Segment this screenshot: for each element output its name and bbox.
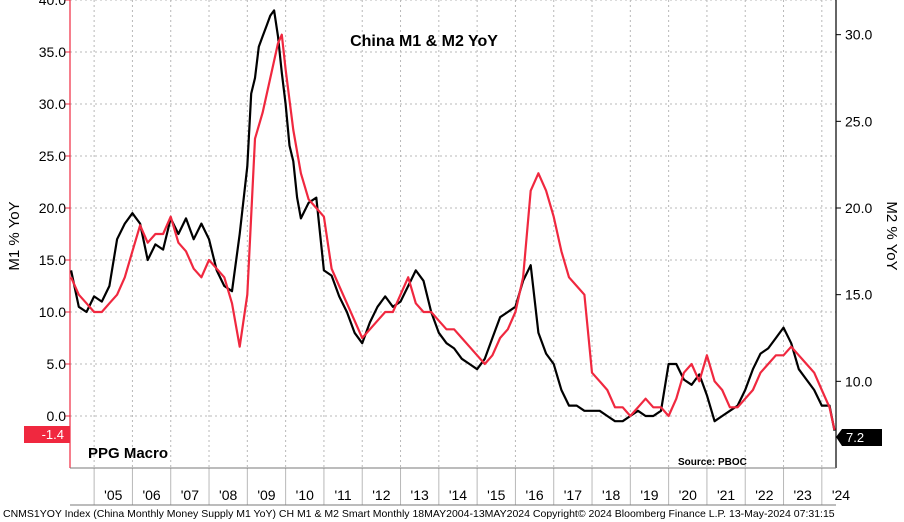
left-tick-label: 25.0 xyxy=(39,148,66,164)
m1-last-value-badge xyxy=(24,426,70,443)
brand-label: PPG Macro xyxy=(88,445,168,462)
left-tick-label: 5.0 xyxy=(47,356,67,372)
right-tick-label: 25.0 xyxy=(845,113,872,129)
x-tick-label: '23 xyxy=(794,487,812,503)
x-tick-label: '10 xyxy=(296,487,314,503)
left-tick-label: 35.0 xyxy=(39,44,66,60)
x-tick-label: '20 xyxy=(679,487,697,503)
left-tick-label: 10.0 xyxy=(39,304,66,320)
series-lines xyxy=(70,9,836,431)
x-tick-label: '09 xyxy=(257,487,275,503)
axes xyxy=(65,0,841,506)
x-tick-label: '18 xyxy=(602,487,620,503)
m2-last-value-badge xyxy=(836,429,882,446)
chart-title: China M1 & M2 YoY xyxy=(350,33,498,50)
x-tick-label: '16 xyxy=(525,487,543,503)
x-tick-label: '19 xyxy=(640,487,658,503)
right-tick-label: 10.0 xyxy=(845,373,872,389)
footer-text: CNMS1YOY Index (China Monthly Money Supp… xyxy=(3,508,835,520)
x-tick-label: '24 xyxy=(832,487,850,503)
gridlines xyxy=(70,0,836,468)
x-tick-label: '11 xyxy=(334,487,351,503)
left-tick-label: 15.0 xyxy=(39,252,66,268)
axis-labels: 40.0 35.0 30.0 25.0 20.0 15.0 10.0 5.0 0.0 30.0 25… xyxy=(24,0,882,503)
m2-last-value-text: 7.2 xyxy=(846,430,864,445)
x-tick-label: '14 xyxy=(449,487,467,503)
x-tick-label: '13 xyxy=(411,487,429,503)
x-tick-label: '22 xyxy=(755,487,773,503)
series-line-m1 xyxy=(70,9,836,431)
x-tick-label: '21 xyxy=(717,487,735,503)
right-tick-label: 30.0 xyxy=(845,27,872,43)
x-tick-label: '15 xyxy=(487,487,505,503)
m1-last-value-text: -1.4 xyxy=(42,427,64,442)
series-line-m2 xyxy=(70,33,836,431)
x-tick-label: '08 xyxy=(219,487,237,503)
left-tick-label: 40.0 xyxy=(39,0,66,8)
right-tick-label: 20.0 xyxy=(845,200,872,216)
left-axis-label: M1 % YoY xyxy=(6,201,23,270)
right-tick-label: 15.0 xyxy=(845,287,872,303)
x-tick-label: '06 xyxy=(142,487,160,503)
x-tick-label: '07 xyxy=(181,487,199,503)
source-label: Source: PBOC xyxy=(678,457,747,468)
right-axis-label: M2 % YoY xyxy=(883,201,900,270)
left-tick-label: 20.0 xyxy=(39,200,66,216)
left-tick-label: 30.0 xyxy=(39,96,66,112)
x-tick-label: '17 xyxy=(564,487,582,503)
x-tick-label: '12 xyxy=(372,487,390,503)
x-tick-label: '05 xyxy=(104,487,122,503)
left-tick-label: 0.0 xyxy=(47,408,67,424)
